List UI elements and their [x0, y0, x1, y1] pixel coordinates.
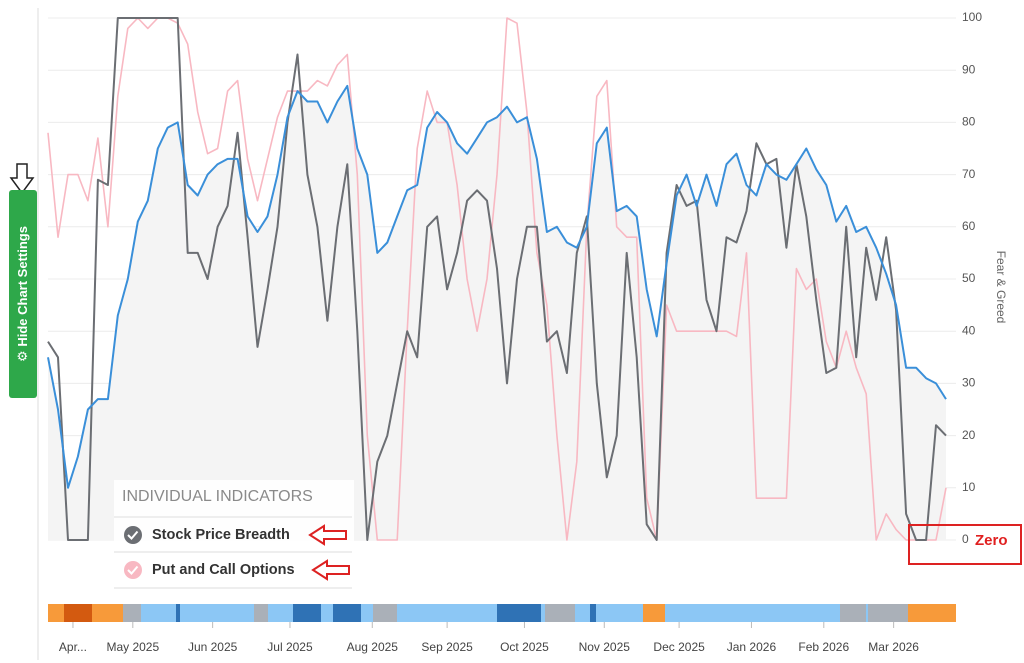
strip-seg	[497, 604, 541, 622]
x-tick-label: Apr...	[59, 640, 87, 654]
y-tick-label: 70	[962, 167, 976, 181]
x-tick-label: Aug 2025	[347, 640, 399, 654]
x-tick-label: Feb 2026	[798, 640, 849, 654]
legend-check	[124, 561, 142, 579]
x-tick-label: Sep 2025	[421, 640, 473, 654]
x-tick-label: Jun 2025	[188, 640, 238, 654]
annotation: Zero	[975, 532, 1008, 549]
legend-title: INDIVIDUAL INDICATORS	[122, 488, 313, 505]
y-tick-label: 100	[962, 10, 982, 24]
legend-label: Stock Price Breadth	[152, 527, 290, 543]
y-tick-label: 80	[962, 115, 976, 129]
legend-label: Put and Call Options	[152, 562, 295, 578]
strip-seg	[333, 604, 361, 622]
strip-seg	[590, 604, 596, 622]
annotation-box	[908, 524, 1022, 565]
red-arrow	[308, 524, 347, 546]
y-tick-label: 10	[962, 480, 976, 494]
y-axis-title: Fear & Greed	[994, 251, 1008, 324]
hide-chart-settings-button[interactable]: ⚙ Hide Chart Settings	[9, 190, 37, 398]
down-arrow	[9, 163, 35, 195]
x-tick-label: Jul 2025	[267, 640, 313, 654]
x-tick-label: Jan 2026	[727, 640, 777, 654]
y-tick-label: 60	[962, 219, 976, 233]
check-mark	[127, 565, 139, 575]
strip-seg	[176, 604, 180, 622]
line	[47, 17, 947, 541]
strip-seg	[373, 604, 397, 622]
strip-seg	[123, 604, 141, 622]
plot	[47, 17, 947, 541]
legend-check	[124, 526, 142, 544]
x-tick-label: Nov 2025	[579, 640, 631, 654]
x-tick-label: Mar 2026	[868, 640, 919, 654]
button-label[interactable]: Hide Chart Settings	[15, 226, 30, 347]
strip-seg	[908, 604, 956, 622]
y-tick-label: 90	[962, 62, 976, 76]
strip-seg	[840, 604, 866, 622]
y-tick-label: 0	[962, 532, 969, 546]
x-tick-label: Dec 2025	[653, 640, 705, 654]
red-arrow	[311, 559, 350, 581]
x-tick-label: May 2025	[106, 640, 159, 654]
strip-seg	[868, 604, 908, 622]
y-tick-label: 30	[962, 376, 976, 390]
strip-seg	[545, 604, 575, 622]
y-tick-label: 50	[962, 271, 976, 285]
y-tick-label: 20	[962, 428, 976, 442]
strip-seg	[64, 604, 92, 622]
strip-seg	[254, 604, 268, 622]
strip-seg	[293, 604, 321, 622]
x-tick-label: Oct 2025	[500, 640, 549, 654]
line	[47, 84, 947, 489]
y-tick-label: 40	[962, 323, 976, 337]
heat-strip	[48, 604, 956, 622]
check-mark	[127, 530, 139, 540]
strip-seg	[643, 604, 665, 622]
